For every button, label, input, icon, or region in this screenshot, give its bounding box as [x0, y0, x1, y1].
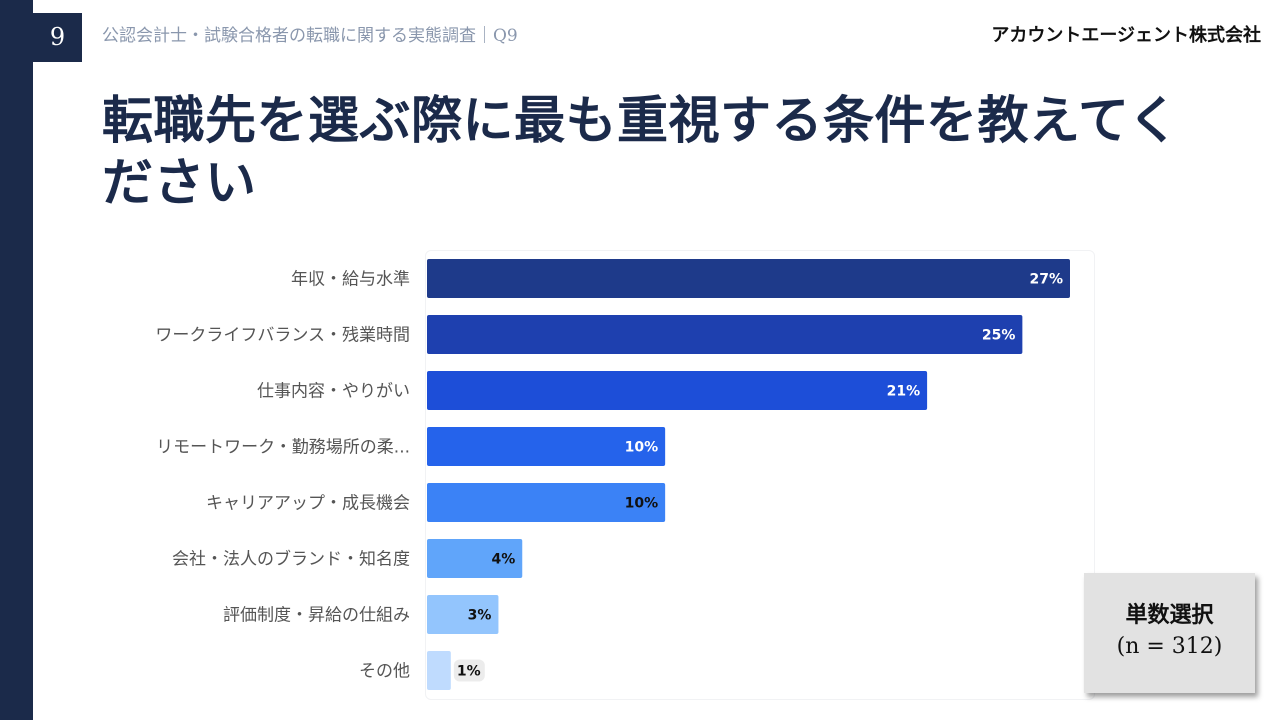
data-label-2: 21%	[887, 384, 921, 400]
category-label-2: 仕事内容・やりがい	[257, 382, 410, 402]
survey-title: 公認会計士・試験合格者の転職に関する実態調査｜Q9	[102, 26, 518, 46]
bar-1	[427, 315, 1023, 354]
data-label-5: 4%	[491, 552, 515, 568]
bar-6	[427, 595, 499, 634]
bar-0	[427, 259, 1070, 298]
sample-size-label: (n = 312)	[1116, 634, 1223, 659]
data-label-3: 10%	[625, 440, 659, 456]
bar-2	[427, 371, 928, 410]
bar-7	[427, 651, 451, 690]
category-label-4: キャリアアップ・成長機会	[206, 494, 410, 514]
data-label-1: 25%	[982, 328, 1016, 344]
company-name: アカウントエージェント株式会社	[991, 25, 1261, 46]
category-label-0: 年収・給与水準	[291, 270, 410, 290]
data-label-4: 10%	[625, 496, 659, 512]
category-label-5: 会社・法人のブランド・知名度	[172, 549, 410, 570]
side-accent-bar	[0, 0, 33, 720]
category-label-6: 評価制度・昇給の仕組み	[223, 606, 410, 626]
page-number: 9	[33, 13, 82, 62]
bar-3	[427, 427, 666, 466]
slide-title: 転職先を選ぶ際に最も重視する条件を教えてください	[102, 91, 1180, 213]
category-label-1: ワークライフバランス・残業時間	[155, 326, 410, 346]
data-label-0: 27%	[1029, 272, 1063, 288]
data-label-pill-7	[453, 659, 485, 682]
chart-panel	[425, 250, 1095, 700]
category-label-7: その他	[359, 662, 410, 682]
category-label-3: リモートワーク・勤務場所の柔...	[156, 438, 410, 458]
data-label-7: 1%	[457, 664, 481, 680]
sample-badge: 単数選択 (n = 312)	[1084, 573, 1255, 693]
selection-type-label: 単数選択	[1125, 602, 1214, 628]
bar-5	[427, 539, 523, 578]
bar-4	[427, 483, 666, 522]
data-label-6: 3%	[468, 608, 492, 624]
